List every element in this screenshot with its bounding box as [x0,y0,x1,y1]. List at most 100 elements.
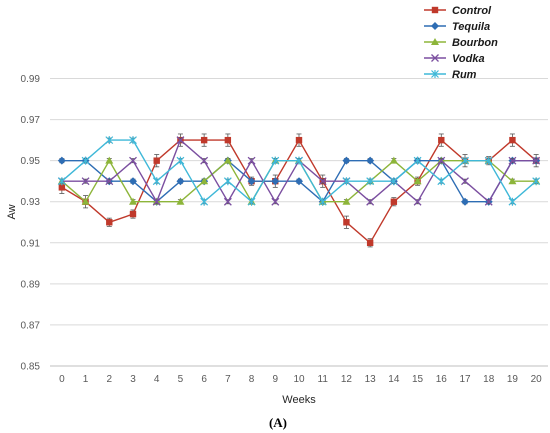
y-tick-label: 0.99 [21,74,41,85]
marker-star [247,197,256,206]
y-tick-label: 0.87 [21,320,41,331]
marker-diamond [176,177,185,186]
x-tick-label: 6 [201,374,207,385]
legend: Control Tequila Bourbon Vodka Rum [424,5,498,81]
x-tick-label: 0 [59,374,65,385]
marker-triangle [413,177,422,185]
marker-star [437,177,446,186]
x-tick-label: 19 [507,374,519,385]
marker-star [152,177,161,186]
y-tick-label: 0.93 [21,197,41,208]
marker-star [81,156,90,165]
x-tick-label: 9 [273,374,279,385]
legend-label: Vodka [452,53,485,65]
marker-x [413,197,422,206]
legend-item-tequila: Tequila [424,21,490,33]
y-tick-label: 0.97 [21,115,41,126]
marker-diamond [366,156,375,165]
x-tick-label: 14 [388,374,400,385]
marker-star [342,177,351,186]
y-axis-label: Aw [6,204,18,219]
marker-star [105,136,114,145]
marker-star [413,156,422,165]
legend-label: Control [452,5,492,17]
marker-x [532,156,541,165]
marker-diamond [129,177,137,186]
marker-triangle [431,38,439,45]
marker-triangle [342,197,351,205]
legend-label: Tequila [452,21,490,33]
x-tick-label: 15 [412,374,424,385]
marker-square [153,157,160,164]
x-tick-label: 7 [225,374,231,385]
marker-star [271,156,280,165]
marker-x [129,156,137,165]
y-tick-label: 0.85 [21,362,41,373]
marker-triangle [81,197,90,205]
marker-star [508,197,517,206]
x-tick-label: 4 [154,374,160,385]
series-line-rum [61,139,537,203]
x-tick-label: 10 [293,374,305,385]
x-tick-label: 18 [483,374,495,385]
x-tick-label: 12 [341,374,353,385]
marker-square [224,136,232,144]
marker-x [461,177,469,186]
x-tick-label: 2 [107,374,113,385]
y-axis-ticks: 0.85 0.87 0.89 0.91 0.93 0.95 0.97 0.99 [21,74,41,372]
marker-star [223,177,232,186]
marker-diamond [271,177,280,186]
figure-caption: (A) [269,415,287,430]
marker-square [200,136,208,144]
marker-x [437,156,446,165]
x-tick-label: 8 [249,374,255,385]
series-layer [57,133,541,248]
x-axis-ticks: 0 1 2 3 4 5 6 7 8 9 10 11 12 13 14 15 16 17 18 19 20 [59,374,542,385]
marker-diamond [342,156,351,165]
marker-square [366,239,374,246]
series-control [58,133,540,248]
marker-square [106,219,113,226]
marker-x [318,177,327,186]
marker-star [461,156,469,165]
marker-square [431,6,439,14]
marker-square [58,184,66,191]
legend-item-control: Control [424,5,492,17]
legend-item-rum: Rum [424,69,477,81]
marker-square [129,210,137,218]
marker-square [295,136,303,144]
marker-x [223,197,232,206]
marker-star [57,177,66,186]
marker-triangle [200,177,209,185]
legend-item-vodka: Vodka [424,53,485,65]
x-tick-label: 5 [178,374,184,385]
series-vodka [57,136,541,206]
marker-star [129,136,137,145]
marker-x [271,197,280,206]
marker-x [508,156,517,165]
marker-diamond [461,197,469,206]
marker-x [200,156,209,165]
legend-label: Rum [452,69,477,81]
marker-x [247,156,256,165]
y-tick-label: 0.91 [21,238,41,249]
marker-triangle [223,156,232,164]
x-tick-label: 13 [365,374,377,385]
marker-diamond [57,156,66,165]
marker-diamond [247,177,256,186]
y-tick-label: 0.89 [21,279,41,290]
marker-triangle [129,197,137,205]
marker-star [318,197,327,206]
y-tick-label: 0.95 [21,156,41,167]
x-axis-label: Weeks [282,394,316,406]
marker-x [431,54,439,62]
marker-x [366,197,375,206]
marker-x [152,197,161,206]
marker-x [176,136,185,145]
legend-item-bourbon: Bourbon [424,37,498,49]
marker-x [105,177,114,186]
marker-star [176,156,185,165]
marker-triangle [176,197,185,205]
legend-label: Bourbon [452,37,498,49]
marker-triangle [508,177,517,185]
